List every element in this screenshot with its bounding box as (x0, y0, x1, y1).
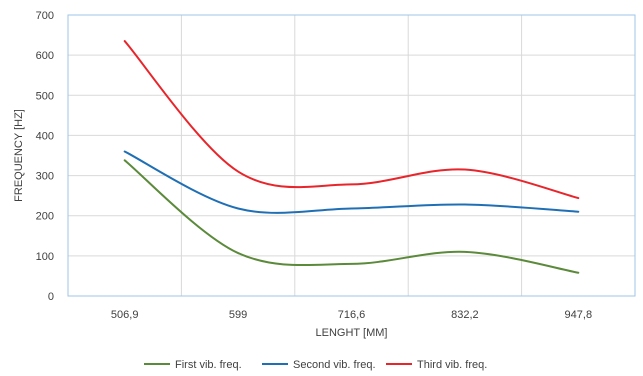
y-tick-labels: 0 100 200 300 400 500 600 700 (36, 10, 54, 303)
y-tick-label: 300 (36, 171, 54, 183)
series-line-1 (123, 159, 580, 274)
series-line-2 (123, 150, 580, 214)
x-axis-label: LENGHT [MM] (316, 327, 388, 339)
legend: First vib. freq. Second vib. freq. Third v… (144, 359, 487, 371)
y-tick-label: 100 (36, 251, 54, 263)
y-tick-label: 400 (36, 130, 54, 142)
x-tick-label: 832,2 (451, 309, 479, 321)
legend-label: First vib. freq. (175, 359, 242, 371)
legend-label: Second vib. freq. (293, 359, 376, 371)
legend-label: Third vib. freq. (417, 359, 487, 371)
x-tick-labels: 506,9 599 716,6 832,2 947,8 (111, 309, 592, 321)
series-lines (123, 40, 580, 274)
x-tick-label: 947,8 (565, 309, 593, 321)
y-axis-label: FREQUENCY [HZ] (13, 109, 25, 202)
y-tick-label: 500 (36, 90, 54, 102)
y-tick-label: 700 (36, 10, 54, 22)
plot-border (67, 14, 636, 297)
y-tick-label: 0 (48, 291, 54, 303)
x-tick-label: 599 (229, 309, 247, 321)
y-tick-label: 600 (36, 50, 54, 62)
y-tick-label: 200 (36, 211, 54, 223)
x-tick-label: 716,6 (338, 309, 366, 321)
x-tick-label: 506,9 (111, 309, 139, 321)
series-line-3 (123, 40, 580, 200)
grid (67, 14, 636, 297)
